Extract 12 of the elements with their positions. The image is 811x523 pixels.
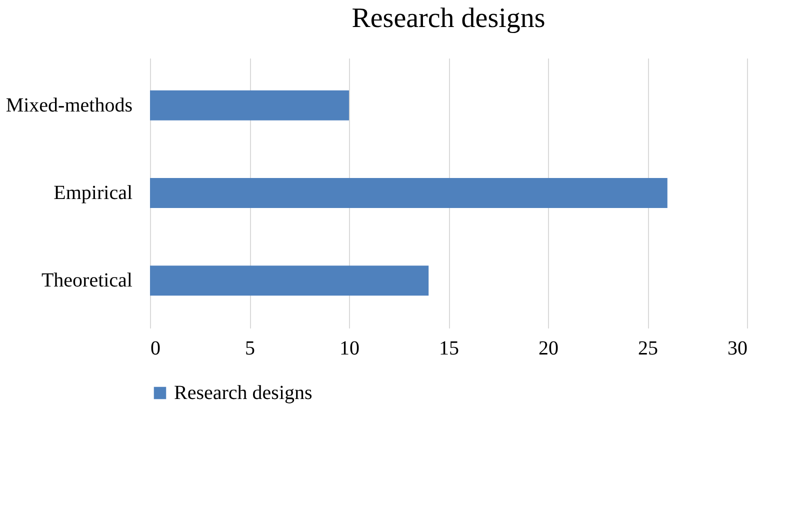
x-tick-label: 10 xyxy=(340,338,360,360)
x-tick-label: 5 xyxy=(245,338,255,360)
x-tick-label: 30 xyxy=(728,338,748,360)
legend-label: Research designs xyxy=(174,382,313,404)
y-tick-label: Empirical xyxy=(54,182,133,204)
x-tick-label: 25 xyxy=(638,338,658,360)
x-tick-label: 15 xyxy=(439,338,459,360)
x-tick-label: 0 xyxy=(150,338,160,360)
x-tick-label: 20 xyxy=(538,338,558,360)
y-tick-label: Theoretical xyxy=(41,270,133,292)
y-tick-label: Mixed-methods xyxy=(6,94,133,116)
chart-title: Research designs xyxy=(352,3,546,34)
